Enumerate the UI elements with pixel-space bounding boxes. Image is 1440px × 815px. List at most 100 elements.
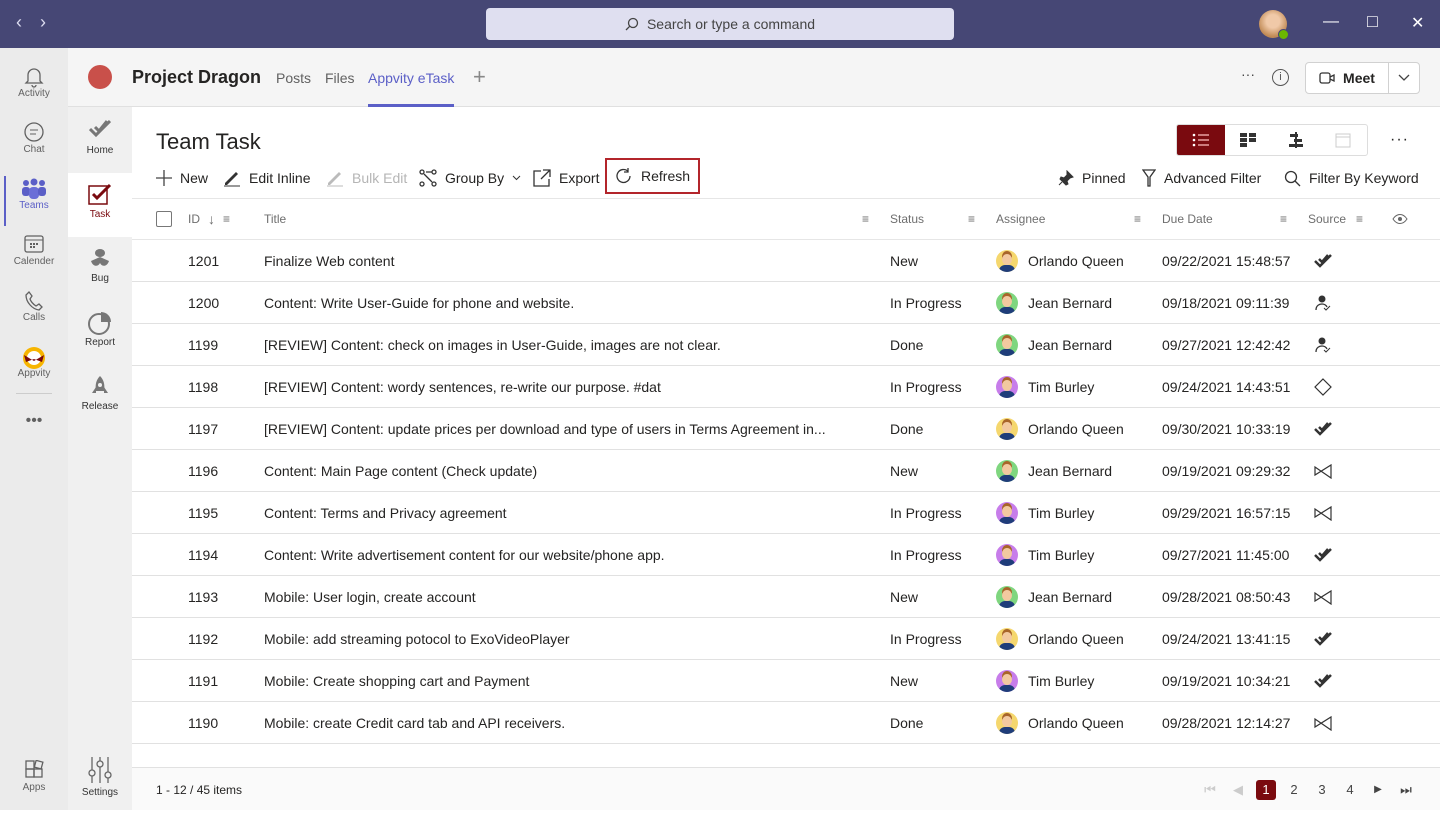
page-1[interactable]: 1 xyxy=(1256,780,1276,800)
task-assignee[interactable]: Tim Burley xyxy=(996,534,1094,575)
forward-icon[interactable]: › xyxy=(40,12,46,32)
group-by-button[interactable]: Group By xyxy=(419,169,521,187)
task-assignee[interactable]: Jean Bernard xyxy=(996,450,1112,491)
meet-button[interactable]: Meet xyxy=(1305,62,1420,94)
rail-calls[interactable]: Calls xyxy=(0,284,68,340)
table-row[interactable]: 1196 Content: Main Page content (Check u… xyxy=(132,450,1440,492)
list-view-button[interactable] xyxy=(1177,125,1225,155)
next-page-button[interactable]: ▶ xyxy=(1374,784,1382,795)
tab-files[interactable]: Files xyxy=(325,70,355,86)
table-row[interactable]: 1193 Mobile: User login, create account … xyxy=(132,576,1440,618)
column-title[interactable]: Title xyxy=(264,199,286,239)
subnav-task[interactable]: Task xyxy=(68,173,132,237)
back-icon[interactable]: ‹ xyxy=(16,12,22,32)
rail-calendar[interactable]: Calender xyxy=(0,228,68,284)
task-assignee[interactable]: Orlando Queen xyxy=(996,618,1124,659)
page-3[interactable]: 3 xyxy=(1318,782,1326,797)
task-title[interactable]: Finalize Web content xyxy=(264,252,395,269)
task-title[interactable]: Mobile: create Credit card tab and API r… xyxy=(264,714,566,731)
rail-activity[interactable]: Activity xyxy=(0,60,68,116)
tab-appvity-etask[interactable]: Appvity eTask xyxy=(368,70,455,107)
task-title[interactable]: [REVIEW] Content: check on images in Use… xyxy=(264,336,721,353)
table-row[interactable]: 1192 Mobile: add streaming potocol to Ex… xyxy=(132,618,1440,660)
add-tab-icon[interactable]: + xyxy=(473,64,486,89)
table-row[interactable]: 1191 Mobile: Create shopping cart and Pa… xyxy=(132,660,1440,702)
task-assignee[interactable]: Orlando Queen xyxy=(996,408,1124,449)
task-assignee[interactable]: Orlando Queen xyxy=(996,702,1124,743)
task-title[interactable]: Content: Write advertisement content for… xyxy=(264,546,665,563)
first-page-button[interactable]: ⏮ xyxy=(1204,782,1216,797)
board-view-button[interactable] xyxy=(1225,125,1273,155)
column-due-date[interactable]: Due Date xyxy=(1162,199,1213,239)
column-filter-icon[interactable]: ≡ xyxy=(223,212,231,226)
task-title[interactable]: Content: Write User-Guide for phone and … xyxy=(264,294,575,311)
column-source[interactable]: Source xyxy=(1308,199,1346,239)
export-button[interactable]: Export xyxy=(533,169,599,187)
last-page-button[interactable]: ⏭ xyxy=(1400,782,1412,797)
more-options-icon[interactable]: ··· xyxy=(1390,131,1409,148)
table-row[interactable]: 1195 Content: Terms and Privacy agreemen… xyxy=(132,492,1440,534)
column-id[interactable]: ID ↓ ≡ xyxy=(188,199,230,239)
minimize-icon[interactable]: — xyxy=(1323,13,1339,30)
table-row[interactable]: 1197 [REVIEW] Content: update prices per… xyxy=(132,408,1440,450)
column-filter-icon[interactable]: ≡ xyxy=(968,212,976,226)
table-row[interactable]: 1194 Content: Write advertisement conten… xyxy=(132,534,1440,576)
rail-apps[interactable]: Apps xyxy=(0,754,68,810)
column-assignee[interactable]: Assignee xyxy=(996,199,1045,239)
rail-teams[interactable]: Teams xyxy=(0,172,68,228)
chevron-down-icon[interactable] xyxy=(1389,63,1419,93)
task-title[interactable]: Mobile: Create shopping cart and Payment xyxy=(264,672,530,689)
subnav-home[interactable]: Home xyxy=(68,109,132,173)
column-filter-icon[interactable]: ≡ xyxy=(1356,212,1364,226)
task-title[interactable]: [REVIEW] Content: wordy sentences, re-wr… xyxy=(264,378,661,395)
maximize-icon[interactable]: □ xyxy=(1367,11,1378,31)
table-row[interactable]: 1190 Mobile: create Credit card tab and … xyxy=(132,702,1440,744)
pinned-button[interactable]: Pinned xyxy=(1058,169,1126,187)
subnav-bug[interactable]: Bug xyxy=(68,237,132,301)
task-title[interactable]: Mobile: User login, create account xyxy=(264,588,476,605)
column-filter-icon[interactable]: ≡ xyxy=(862,212,870,226)
task-assignee[interactable]: Tim Burley xyxy=(996,660,1094,701)
calendar-view-button[interactable] xyxy=(1320,125,1368,155)
subnav-report[interactable]: Report xyxy=(68,301,132,365)
advanced-filter-button[interactable]: Advanced Filter xyxy=(1142,169,1261,187)
task-assignee[interactable]: Jean Bernard xyxy=(996,324,1112,365)
task-title[interactable]: [REVIEW] Content: update prices per down… xyxy=(264,420,826,437)
edit-inline-button[interactable]: Edit Inline xyxy=(223,169,310,187)
bulk-edit-button[interactable]: Bulk Edit xyxy=(326,169,407,187)
subnav-release[interactable]: Release xyxy=(68,365,132,429)
rail-appvity[interactable]: Appvity xyxy=(0,340,68,396)
column-status[interactable]: Status xyxy=(890,199,924,239)
subnav-settings[interactable]: Settings xyxy=(68,751,132,815)
column-filter-icon[interactable]: ≡ xyxy=(1280,212,1288,226)
more-icon[interactable]: ··· xyxy=(1241,66,1255,82)
sort-down-icon[interactable]: ↓ xyxy=(208,211,215,227)
table-row[interactable]: 1199 [REVIEW] Content: check on images i… xyxy=(132,324,1440,366)
column-visibility-eye-icon[interactable] xyxy=(1392,199,1408,239)
select-all-checkbox[interactable] xyxy=(156,211,172,227)
new-button[interactable]: New xyxy=(156,169,208,187)
task-assignee[interactable]: Jean Bernard xyxy=(996,282,1112,323)
task-assignee[interactable]: Orlando Queen xyxy=(996,240,1124,281)
user-avatar[interactable] xyxy=(1259,10,1289,40)
table-row[interactable]: 1198 [REVIEW] Content: wordy sentences, … xyxy=(132,366,1440,408)
page-2[interactable]: 2 xyxy=(1290,782,1298,797)
task-title[interactable]: Mobile: add streaming potocol to ExoVide… xyxy=(264,630,570,647)
refresh-button[interactable]: Refresh xyxy=(605,158,701,194)
page-4[interactable]: 4 xyxy=(1346,782,1354,797)
rail-chat[interactable]: Chat xyxy=(0,116,68,172)
task-title[interactable]: Content: Main Page content (Check update… xyxy=(264,462,538,479)
search-input[interactable]: Search or type a command xyxy=(486,8,954,40)
task-assignee[interactable]: Tim Burley xyxy=(996,492,1094,533)
task-title[interactable]: Content: Terms and Privacy agreement xyxy=(264,504,507,521)
prev-page-button[interactable]: ◀ xyxy=(1233,782,1243,797)
close-icon[interactable]: ✕ xyxy=(1411,15,1425,32)
table-row[interactable]: 1201 Finalize Web content New Orlando Qu… xyxy=(132,240,1440,282)
info-icon[interactable]: i xyxy=(1272,69,1289,86)
task-assignee[interactable]: Tim Burley xyxy=(996,366,1094,407)
tab-posts[interactable]: Posts xyxy=(276,70,312,86)
more-apps-icon[interactable]: ••• xyxy=(25,412,43,429)
task-assignee[interactable]: Jean Bernard xyxy=(996,576,1112,617)
gantt-view-button[interactable] xyxy=(1272,125,1320,155)
filter-by-keyword-button[interactable]: Filter By Keyword xyxy=(1284,169,1419,187)
